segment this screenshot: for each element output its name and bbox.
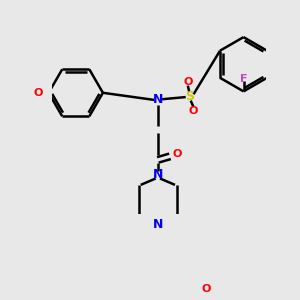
Text: O: O [189, 106, 198, 116]
Text: O: O [172, 149, 182, 159]
Text: O: O [34, 88, 43, 98]
Text: N: N [153, 93, 163, 106]
Text: F: F [240, 74, 247, 83]
Text: N: N [153, 168, 163, 181]
Text: O: O [202, 284, 211, 294]
Text: S: S [185, 90, 194, 103]
Text: O: O [183, 77, 193, 87]
Text: N: N [153, 218, 163, 231]
